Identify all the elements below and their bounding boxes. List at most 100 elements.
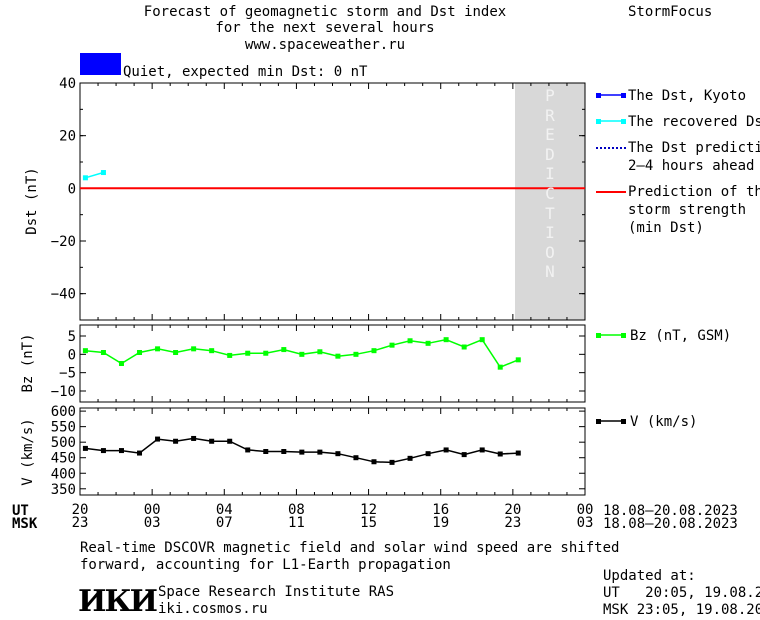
chart-title-line1: Forecast of geomagnetic storm and Dst in… bbox=[143, 4, 507, 20]
data-point bbox=[425, 340, 431, 346]
bz-panel: −10 −5 0 5 Bz (nT) bbox=[20, 324, 586, 403]
data-point bbox=[209, 348, 215, 354]
y-tick-label: 5 bbox=[68, 329, 76, 345]
footer-note-line1: Real-time DSCOVR magnetic field and sola… bbox=[80, 540, 620, 556]
data-point bbox=[245, 350, 251, 356]
legend-dst-kyoto: The Dst, Kyoto bbox=[596, 88, 746, 104]
data-point bbox=[100, 170, 106, 176]
legend-storm-strength-label-1: Prediction of the bbox=[628, 184, 760, 200]
data-point bbox=[479, 337, 485, 343]
data-point bbox=[263, 449, 269, 454]
status-text: Quiet, expected min Dst: 0 nT bbox=[123, 64, 368, 80]
data-point bbox=[191, 346, 197, 352]
data-point bbox=[443, 447, 449, 453]
data-point bbox=[100, 350, 106, 355]
institute-name: Space Research Institute RAS bbox=[158, 584, 395, 600]
updated-ut: UT 20:05, 19.08.2023 bbox=[603, 585, 760, 601]
data-point bbox=[353, 351, 359, 357]
ut-tick-label: 00 bbox=[144, 502, 161, 518]
data-point bbox=[389, 459, 395, 465]
updated-msk: MSK 23:05, 19.08.2023 bbox=[603, 602, 760, 618]
msk-tick-label: 23 bbox=[72, 515, 89, 531]
msk-tick-label: 15 bbox=[360, 515, 377, 531]
data-point bbox=[389, 342, 395, 348]
data-point bbox=[335, 353, 341, 359]
data-point bbox=[245, 447, 251, 453]
ut-tick-label: 12 bbox=[360, 502, 377, 518]
data-point bbox=[227, 438, 233, 444]
legend-recovered-dst-label: The recovered Dst bbox=[628, 114, 760, 130]
legend-dst-prediction-label-1: The Dst prediction bbox=[628, 140, 760, 156]
y-tick-label: 20 bbox=[59, 129, 76, 145]
chart-title-line2: for the next several hours bbox=[215, 20, 435, 36]
data-point bbox=[317, 449, 323, 455]
ut-axis-label: UT bbox=[12, 503, 29, 519]
legend-bz-label: Bz (nT, GSM) bbox=[630, 328, 731, 344]
data-point bbox=[299, 449, 305, 455]
legend: The Dst, Kyoto The recovered Dst The Dst… bbox=[596, 88, 760, 430]
data-point bbox=[425, 451, 431, 457]
msk-tick-label: 03 bbox=[577, 515, 594, 531]
ut-tick-label: 08 bbox=[288, 502, 305, 518]
msk-tick-label: 03 bbox=[144, 515, 161, 531]
data-point bbox=[137, 350, 143, 355]
prediction-letter: P bbox=[545, 86, 555, 105]
dst-panel: −40 −20 0 20 40 Dst (nT) bbox=[24, 76, 586, 321]
prediction-letter: O bbox=[545, 242, 555, 262]
data-point bbox=[281, 449, 287, 454]
data-point bbox=[371, 459, 377, 465]
prediction-letter: D bbox=[545, 144, 555, 164]
y-tick-label: −40 bbox=[51, 287, 76, 303]
data-point bbox=[263, 350, 269, 356]
data-point bbox=[317, 349, 323, 355]
y-tick-label: 450 bbox=[51, 451, 76, 467]
data-point bbox=[227, 352, 233, 358]
data-point bbox=[515, 357, 521, 363]
updated-label: Updated at: bbox=[603, 568, 696, 584]
data-point bbox=[443, 337, 449, 343]
msk-axis-label: MSK bbox=[12, 516, 38, 532]
y-tick-label: 550 bbox=[51, 420, 76, 436]
data-point bbox=[353, 455, 359, 461]
status-color-swatch bbox=[80, 53, 121, 75]
y-tick-label: −10 bbox=[51, 384, 76, 400]
msk-tick-label: 07 bbox=[216, 515, 233, 531]
data-point bbox=[335, 451, 341, 457]
legend-storm-strength-label-2: storm strength bbox=[628, 202, 746, 218]
legend-dst-prediction: The Dst prediction 2–4 hours ahead bbox=[596, 140, 760, 174]
y-tick-label: −20 bbox=[51, 234, 76, 250]
prediction-letter: C bbox=[545, 183, 555, 203]
legend-dst-kyoto-label: The Dst, Kyoto bbox=[628, 88, 746, 104]
prediction-letter: I bbox=[545, 223, 555, 243]
data-point bbox=[155, 346, 161, 352]
data-point bbox=[497, 451, 503, 457]
y-tick-label: 0 bbox=[68, 181, 76, 197]
prediction-letter: R bbox=[545, 105, 555, 125]
msk-tick-label: 11 bbox=[288, 515, 305, 531]
data-point bbox=[82, 175, 88, 181]
dst-plot-frame bbox=[79, 82, 586, 321]
legend-recovered-dst: The recovered Dst bbox=[596, 114, 760, 130]
data-point bbox=[82, 445, 88, 451]
prediction-zone bbox=[515, 83, 585, 320]
msk-tick-label: 19 bbox=[432, 515, 449, 531]
ut-tick-label: 20 bbox=[504, 502, 521, 518]
prediction-letter: T bbox=[545, 203, 555, 223]
data-point bbox=[515, 450, 521, 456]
prediction-letter: N bbox=[545, 262, 555, 282]
data-point bbox=[173, 438, 179, 444]
v-ylabel: V (km/s) bbox=[20, 418, 36, 485]
ut-tick-label: 00 bbox=[577, 502, 594, 518]
website-url: www.spaceweather.ru bbox=[244, 37, 406, 53]
prediction-letter: I bbox=[545, 164, 555, 184]
legend-storm-strength-label-3: (min Dst) bbox=[628, 220, 704, 236]
bz-ylabel: Bz (nT) bbox=[20, 333, 36, 392]
y-tick-label: 40 bbox=[59, 76, 76, 92]
data-point bbox=[137, 450, 143, 456]
data-point bbox=[118, 361, 124, 366]
institute-url: iki.cosmos.ru bbox=[158, 601, 268, 617]
msk-tick-label: 23 bbox=[504, 515, 521, 531]
